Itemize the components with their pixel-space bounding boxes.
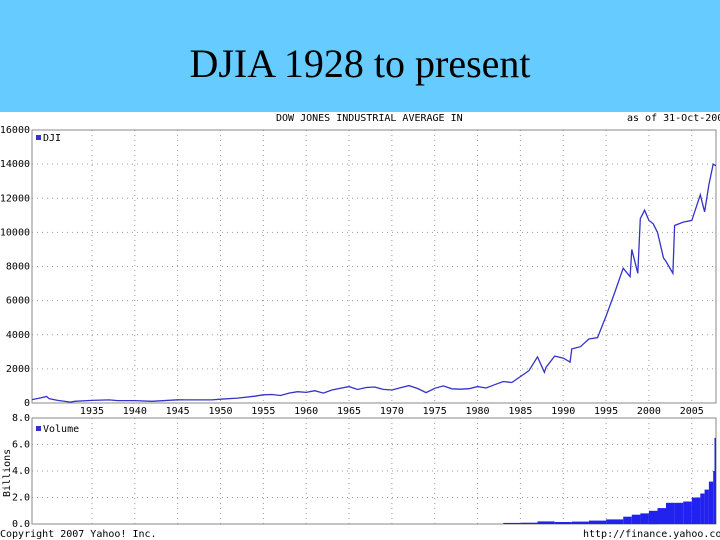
djia-chart: DOW JONES INDUSTRIAL AVERAGE IN as of 31… (0, 112, 720, 540)
volume-bar (588, 520, 606, 524)
volume-bar (631, 514, 641, 524)
volume-bar (606, 519, 624, 524)
main-plot-frame (31, 129, 717, 404)
volume-bar (666, 502, 675, 524)
slide-header: DJIA 1928 to present (0, 0, 720, 112)
volume-y-tick-label: 6.0 (12, 440, 30, 451)
chart-title: DOW JONES INDUSTRIAL AVERAGE IN (276, 113, 463, 124)
volume-bar (691, 497, 701, 524)
volume-bar (554, 522, 572, 524)
volume-legend-label: Volume (43, 424, 79, 435)
volume-bar (657, 508, 667, 524)
x-tick-label: 1955 (251, 406, 275, 417)
volume-y-tick-label: 4.0 (12, 466, 30, 477)
volume-bar (571, 521, 589, 524)
volume-bar (674, 502, 684, 524)
x-tick-label: 1950 (208, 406, 232, 417)
main-y-tick-label: 0 (24, 398, 30, 409)
volume-bar (537, 521, 555, 524)
volume-bar (708, 481, 714, 524)
main-y-tick-label: 10000 (0, 227, 30, 238)
volume-legend-swatch (36, 426, 41, 431)
as-of-date: as of 31-Oct-2007 (627, 113, 720, 124)
main-y-tick-label: 16000 (0, 125, 30, 136)
x-tick-label: 1985 (508, 406, 532, 417)
volume-bar (704, 489, 709, 524)
dji-legend-swatch (36, 135, 41, 140)
x-tick-label: 1965 (337, 406, 361, 417)
main-y-tick-label: 8000 (6, 262, 30, 273)
volume-bar (640, 513, 649, 524)
copyright-text: Copyright 2007 Yahoo! Inc. (0, 529, 157, 540)
volume-bar (623, 516, 632, 524)
volume-grid (32, 418, 716, 524)
x-tick-labels: 1935 1940 1945 1950 1955 1960 1965 1970 1975 1980… (80, 406, 704, 417)
main-y-tick-label: 4000 (6, 330, 30, 341)
volume-bar (700, 493, 705, 524)
x-tick-label: 1980 (465, 406, 489, 417)
x-tick-label: 1975 (423, 406, 447, 417)
volume-bar (714, 437, 716, 524)
main-grid (32, 130, 716, 403)
volume-axis-label: Billions (2, 449, 13, 497)
x-tick-label: 1970 (380, 406, 404, 417)
volume-y-tick-label: 8.0 (12, 413, 30, 424)
volume-bars (503, 437, 716, 525)
volume-bar (683, 501, 692, 524)
x-tick-label: 1945 (166, 406, 190, 417)
main-y-tick-label: 2000 (6, 364, 30, 375)
main-y-tick-label: 14000 (0, 159, 30, 170)
x-tick-label: 2005 (680, 406, 704, 417)
x-tick-label: 1995 (594, 406, 618, 417)
volume-bar (648, 510, 658, 525)
volume-bar (520, 522, 538, 524)
x-tick-label: 1960 (294, 406, 318, 417)
volume-y-tick-labels: 0.0 2.0 4.0 6.0 8.0 (12, 413, 30, 530)
main-y-tick-label: 6000 (6, 296, 30, 307)
x-tick-label: 1990 (551, 406, 575, 417)
x-tick-label: 1935 (80, 406, 104, 417)
slide-title: DJIA 1928 to present (189, 41, 531, 86)
source-url: http://finance.yahoo.com/ (583, 529, 720, 540)
volume-bar (503, 522, 521, 524)
x-tick-label: 2000 (637, 406, 661, 417)
volume-y-tick-label: 0.0 (12, 519, 30, 530)
x-tick-label: 1940 (123, 406, 147, 417)
main-y-tick-label: 12000 (0, 193, 30, 204)
dji-series-line (31, 163, 717, 403)
volume-y-tick-label: 2.0 (12, 493, 30, 504)
main-y-tick-labels: 0 2000 4000 6000 8000 10000 12000 14000 16000 (0, 125, 30, 409)
dji-legend-label: DJI (43, 133, 61, 144)
